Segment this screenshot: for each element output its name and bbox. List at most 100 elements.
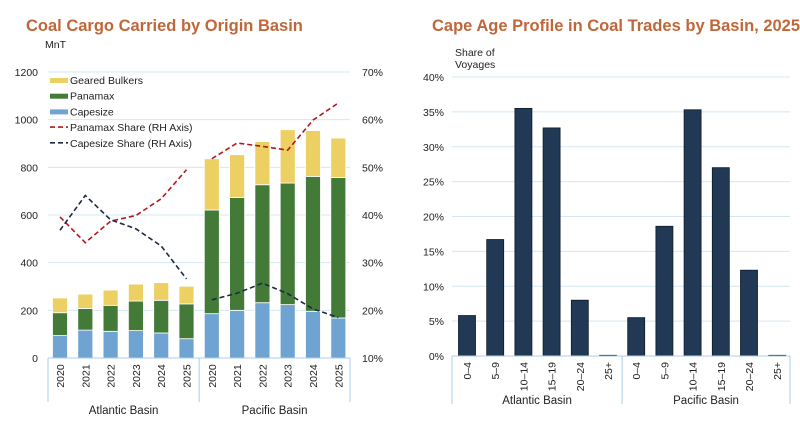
legend-label: Capesize — [70, 106, 114, 118]
bar-panamax — [203, 209, 220, 315]
bar-panamax — [52, 312, 68, 336]
bar-age-15–19 — [542, 127, 561, 357]
legend-label: Capesize Share (RH Axis) — [70, 138, 192, 150]
bar-panamax — [77, 308, 94, 331]
x-tick-label: 10–14 — [518, 362, 530, 391]
y2-tick-label: 40% — [362, 210, 383, 222]
y-tick-label: 15% — [423, 246, 444, 258]
x-tick-label: 2022 — [257, 364, 269, 388]
bar-age-10–14 — [514, 107, 533, 357]
legend-swatch — [50, 78, 68, 83]
y-tick-label: 30% — [423, 142, 444, 154]
y-tick-label: 800 — [20, 162, 38, 174]
bar-capesize — [127, 330, 144, 359]
y-tick-label: 35% — [423, 107, 444, 119]
y2-tick-label: 60% — [362, 115, 383, 127]
bar-panamax — [330, 177, 347, 319]
group-label: Atlantic Basin — [502, 395, 572, 407]
bar-age-5–9 — [655, 225, 674, 357]
bar-geared-bulkers — [203, 158, 220, 211]
x-tick-label: 2023 — [283, 364, 295, 388]
group-label: Pacific Basin — [673, 395, 739, 407]
legend-label: Panamax Share (RH Axis) — [70, 122, 193, 134]
bar-panamax — [279, 182, 296, 306]
x-tick-label: 2024 — [308, 364, 320, 388]
x-tick-label: 20–24 — [575, 362, 587, 391]
x-tick-label: 5–9 — [490, 362, 502, 380]
bar-capesize — [77, 329, 94, 359]
bar-capesize — [254, 302, 271, 359]
bar-age-10–14 — [683, 109, 702, 357]
x-tick-label: 2024 — [156, 364, 168, 388]
bar-geared-bulkers — [330, 137, 347, 178]
bar-geared-bulkers — [305, 130, 321, 177]
y-tick-label: 1000 — [15, 115, 39, 127]
x-tick-label: 2021 — [232, 364, 244, 388]
bar-geared-bulkers — [77, 293, 94, 309]
y-tick-label: 0 — [32, 353, 38, 365]
bar-panamax — [102, 304, 119, 332]
bar-panamax — [305, 175, 321, 312]
bar-capesize — [330, 317, 347, 359]
bar-panamax — [127, 300, 144, 331]
y2-tick-label: 30% — [362, 258, 383, 270]
bar-capesize — [305, 310, 321, 359]
x-tick-label: 15–19 — [716, 362, 728, 391]
bar-geared-bulkers — [279, 129, 296, 184]
bar-age-0–4 — [627, 317, 646, 357]
bar-panamax — [178, 303, 195, 340]
bar-capesize — [203, 313, 220, 359]
bar-age-20–24 — [740, 269, 758, 357]
bar-capesize — [52, 335, 68, 359]
x-tick-label: 15–19 — [547, 362, 559, 391]
line-panamax-share — [59, 169, 188, 244]
y2-tick-label: 70% — [362, 67, 383, 79]
y-tick-label: 400 — [20, 258, 38, 270]
line-panamax-share — [211, 102, 339, 160]
bar-age-15–19 — [711, 167, 730, 357]
y2-tick-label: 50% — [362, 162, 383, 174]
y-tick-label: 20% — [423, 212, 444, 224]
x-tick-label: 0–4 — [631, 362, 643, 380]
chart-title: Cape Age Profile in Coal Trades by Basin… — [432, 17, 800, 35]
legend-label: Geared Bulkers — [70, 75, 143, 87]
x-tick-label: 2022 — [106, 364, 118, 388]
bar-age-0–4 — [458, 315, 476, 357]
group-label: Atlantic Basin — [89, 405, 159, 417]
bar-capesize — [102, 330, 119, 359]
y-axis-label: MnT — [45, 39, 67, 51]
y-axis-label: Share of Voyages — [455, 47, 495, 71]
bar-capesize — [178, 338, 195, 359]
bar-panamax — [153, 299, 170, 334]
x-tick-label: 5–9 — [659, 362, 671, 380]
x-tick-label: 2021 — [80, 364, 92, 388]
bar-capesize — [229, 309, 246, 359]
legend-swatch — [50, 93, 68, 99]
y2-tick-label: 20% — [362, 305, 383, 317]
y2-tick-label: 10% — [362, 353, 383, 365]
y-tick-label: 600 — [20, 210, 38, 222]
legend-swatch — [50, 109, 68, 115]
y-tick-label: 0% — [429, 351, 444, 363]
chart-title: Coal Cargo Carried by Origin Basin — [26, 17, 303, 35]
x-tick-label: 25+ — [603, 362, 615, 380]
x-tick-label: 2020 — [55, 364, 67, 388]
bar-geared-bulkers — [102, 289, 119, 306]
x-tick-label: 10–14 — [688, 362, 700, 391]
line-capesize-share — [211, 282, 339, 319]
y-tick-label: 25% — [423, 177, 444, 189]
x-tick-label: 2025 — [182, 364, 194, 388]
bar-geared-bulkers — [52, 297, 68, 314]
bar-geared-bulkers — [127, 283, 144, 302]
line-capesize-share — [59, 194, 188, 280]
x-tick-label: 0–4 — [462, 362, 474, 380]
x-tick-label: 25+ — [772, 362, 784, 380]
x-tick-label: 2020 — [207, 364, 219, 388]
bar-age-5–9 — [486, 239, 505, 357]
y-tick-label: 40% — [423, 72, 444, 84]
y-tick-label: 10% — [423, 281, 444, 293]
y-tick-label: 200 — [20, 305, 38, 317]
legend-label: Panamax — [70, 91, 115, 103]
x-tick-label: 2025 — [333, 364, 345, 388]
